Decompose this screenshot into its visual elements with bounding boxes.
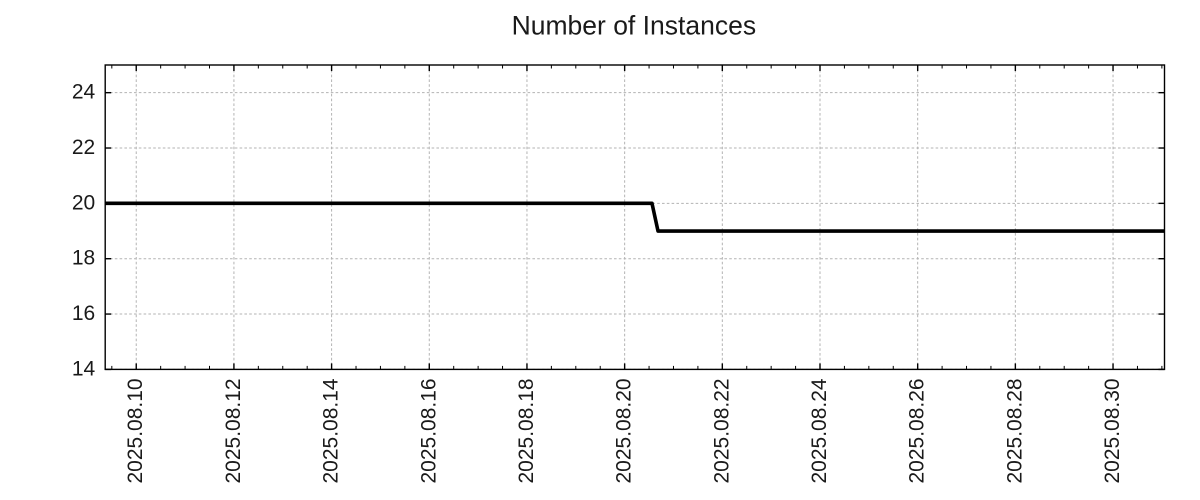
svg-text:14: 14 xyxy=(72,357,96,380)
svg-text:2025.08.14: 2025.08.14 xyxy=(320,378,343,483)
svg-text:20: 20 xyxy=(72,191,95,214)
svg-text:2025.08.20: 2025.08.20 xyxy=(613,378,636,483)
svg-text:2025.08.12: 2025.08.12 xyxy=(222,378,245,483)
svg-text:18: 18 xyxy=(72,247,95,270)
svg-text:2025.08.18: 2025.08.18 xyxy=(515,378,538,483)
svg-text:Number of Instances: Number of Instances xyxy=(512,11,757,41)
svg-text:24: 24 xyxy=(72,81,96,104)
svg-text:22: 22 xyxy=(72,136,95,159)
svg-text:2025.08.10: 2025.08.10 xyxy=(124,378,147,483)
svg-text:2025.08.22: 2025.08.22 xyxy=(710,378,733,483)
svg-text:2025.08.16: 2025.08.16 xyxy=(417,378,440,483)
svg-text:2025.08.30: 2025.08.30 xyxy=(1101,378,1124,483)
svg-text:2025.08.24: 2025.08.24 xyxy=(808,378,831,483)
svg-text:2025.08.28: 2025.08.28 xyxy=(1003,378,1026,483)
svg-text:2025.08.26: 2025.08.26 xyxy=(906,378,929,483)
svg-text:16: 16 xyxy=(72,302,95,325)
